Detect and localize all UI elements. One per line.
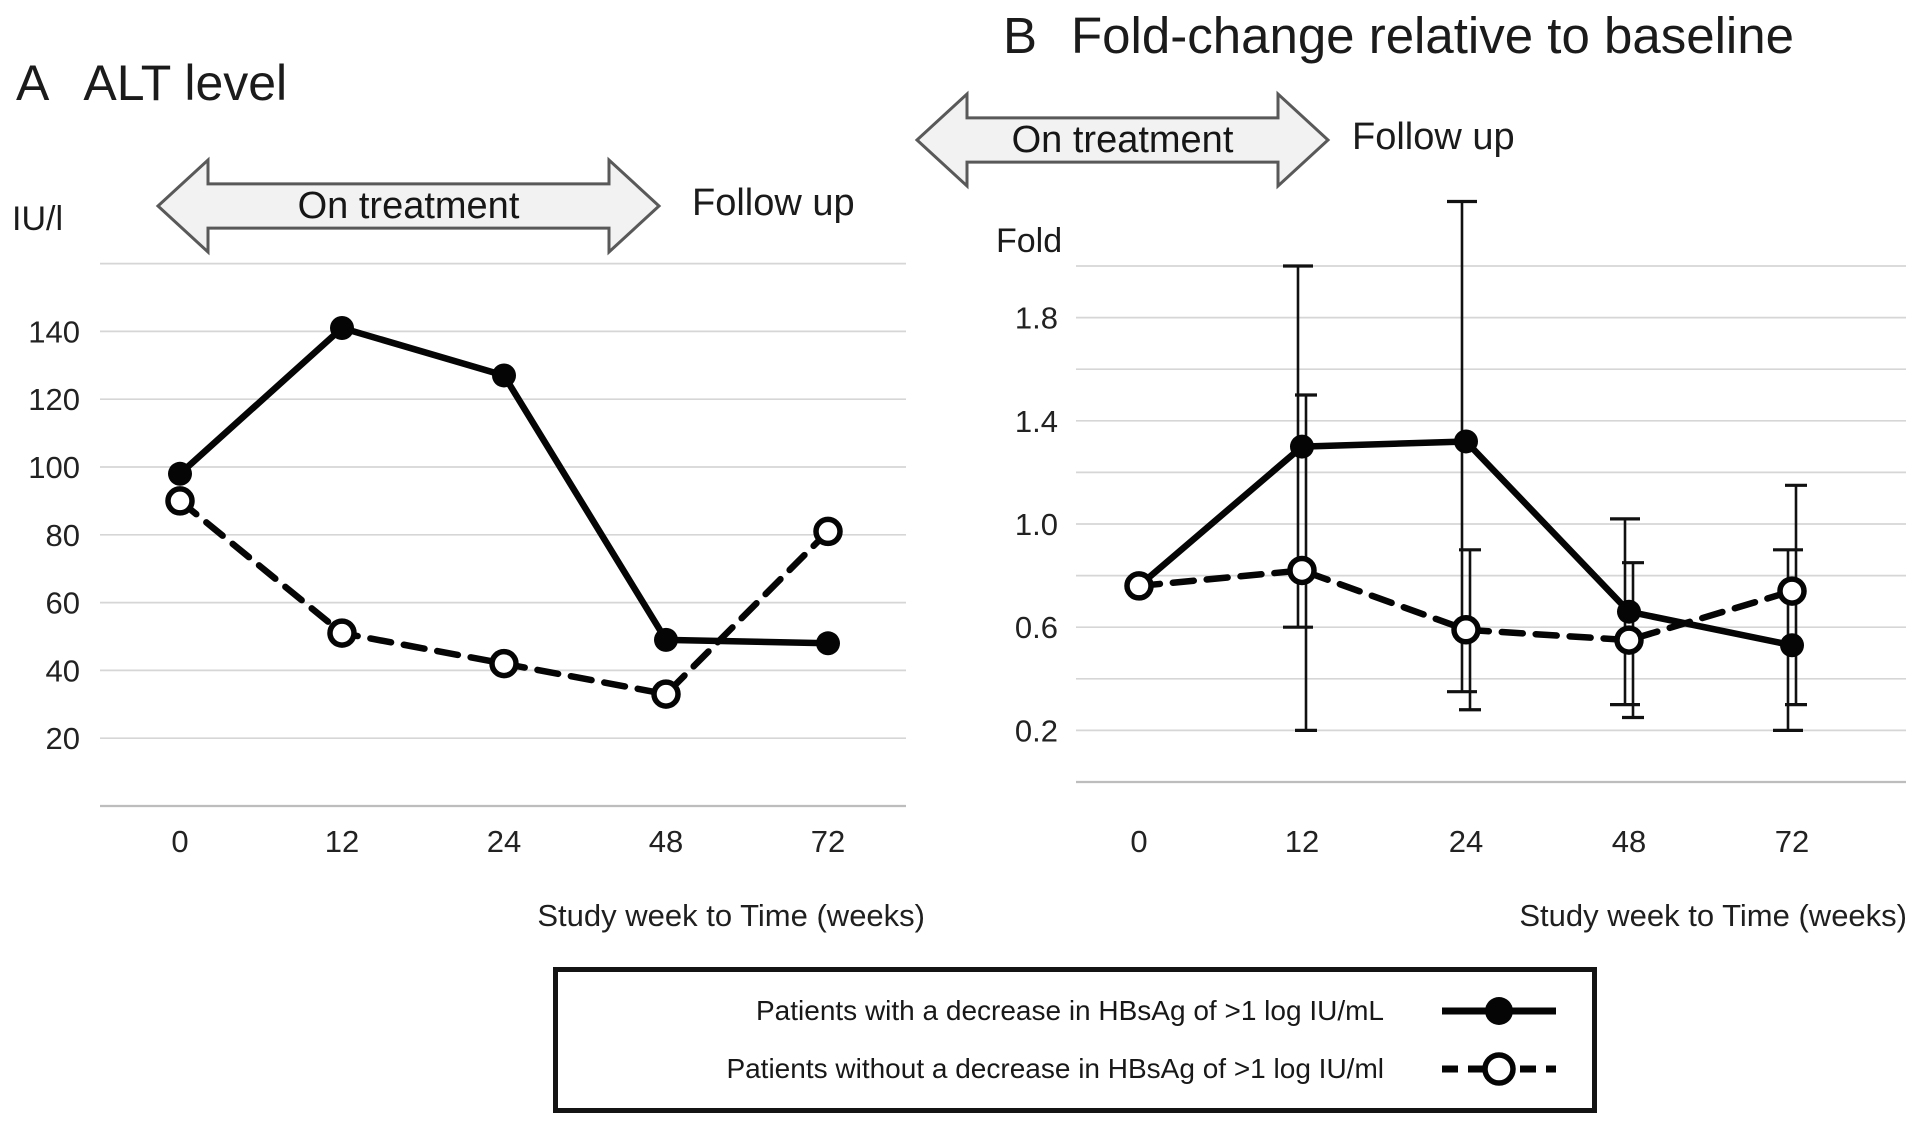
chart-panel-a: 20 40 60 80 100 120 140 0 12 24 48 72 xyxy=(28,262,906,859)
x-tick-label: 0 xyxy=(171,824,188,859)
legend-sample-filled-circle xyxy=(1485,997,1513,1026)
y-tick-label: 120 xyxy=(28,382,80,417)
legend: Patients with a decrease in HBsAg of >1 … xyxy=(553,967,1597,1113)
legend-sample-open-circle xyxy=(1482,1051,1516,1086)
data-point-open xyxy=(1614,625,1644,655)
on-treatment-arrow-b: On treatment xyxy=(914,90,1331,190)
y-tick-label: 40 xyxy=(46,653,80,688)
panel-b-title-text: Fold-change relative to baseline xyxy=(1071,7,1794,64)
follow-up-label-b: Follow up xyxy=(1352,116,1515,158)
x-axis-title-b: Study week to Time (weeks) xyxy=(1519,898,1907,933)
y-axis-unit-a: IU/l xyxy=(12,200,63,238)
data-point-filled xyxy=(1290,434,1314,459)
follow-up-label-a: Follow up xyxy=(692,182,855,224)
data-point-open xyxy=(489,648,519,679)
data-point-filled xyxy=(1454,429,1478,454)
y-tick-label: 80 xyxy=(46,518,80,553)
x-tick-label: 0 xyxy=(1130,824,1147,859)
y-tick-label: 0.6 xyxy=(1015,610,1058,645)
data-point-open xyxy=(1777,576,1807,606)
legend-row-without-decrease: Patients without a decrease in HBsAg of … xyxy=(578,1045,1558,1093)
y-tick-label: 1.0 xyxy=(1015,507,1058,542)
legend-label-without-decrease: Patients without a decrease in HBsAg of … xyxy=(726,1052,1384,1084)
x-tick-label: 12 xyxy=(325,824,359,859)
y-tick-label: 0.2 xyxy=(1015,713,1058,748)
x-tick-label: 72 xyxy=(1775,824,1809,859)
double-arrow-shape xyxy=(914,90,1331,190)
data-point-filled xyxy=(168,461,192,486)
legend-row-with-decrease: Patients with a decrease in HBsAg of >1 … xyxy=(578,987,1558,1035)
y-tick-label: 140 xyxy=(28,314,80,349)
data-point-open xyxy=(1451,615,1481,645)
data-point-filled xyxy=(654,627,678,652)
data-point-filled xyxy=(330,316,354,341)
y-tick-label: 20 xyxy=(46,721,80,756)
panel-b-title: B Fold-change relative to baseline xyxy=(1003,6,1794,65)
x-tick-label: 72 xyxy=(811,824,845,859)
data-point-filled xyxy=(1780,633,1804,658)
y-tick-label: 60 xyxy=(46,586,80,621)
x-axis-title-a: Study week to Time (weeks) xyxy=(537,898,925,933)
panel-a-title: A ALT level xyxy=(16,54,287,112)
data-point-open xyxy=(651,679,681,709)
data-point-open xyxy=(327,618,357,648)
data-point-filled xyxy=(492,363,516,388)
y-tick-label: 1.4 xyxy=(1015,404,1058,439)
x-tick-label: 24 xyxy=(1449,824,1483,859)
chart-panel-b: 0.2 0.6 1.0 1.4 1.8 0 12 24 48 72 xyxy=(1015,199,1906,859)
panel-a-title-text: ALT level xyxy=(83,55,288,111)
data-point-open xyxy=(813,516,843,547)
legend-label-with-decrease: Patients with a decrease in HBsAg of >1 … xyxy=(756,995,1384,1027)
legend-sample-dashed-open-icon xyxy=(1442,1051,1556,1086)
data-point-open xyxy=(1124,571,1154,601)
double-arrow-icon xyxy=(155,156,662,256)
x-tick-label: 48 xyxy=(649,824,683,859)
double-arrow-shape xyxy=(155,156,662,256)
x-tick-label: 48 xyxy=(1612,824,1646,859)
data-point-filled xyxy=(1617,599,1641,624)
y-tick-label: 100 xyxy=(28,450,80,485)
x-tick-label: 24 xyxy=(487,824,521,859)
on-treatment-label-b: On treatment xyxy=(1011,118,1234,161)
legend-sample-solid-filled-icon xyxy=(1442,997,1556,1026)
panel-a-letter: A xyxy=(16,55,50,111)
on-treatment-label-a: On treatment xyxy=(297,184,520,227)
data-point-open xyxy=(1287,555,1317,586)
y-axis-unit-b: Fold xyxy=(996,222,1063,260)
data-point-open xyxy=(165,486,195,516)
x-tick-label: 12 xyxy=(1285,824,1319,859)
panel-b-letter: B xyxy=(1003,7,1038,64)
data-point-filled xyxy=(816,631,840,656)
y-tick-label: 1.8 xyxy=(1015,301,1058,336)
double-arrow-icon xyxy=(914,90,1331,190)
on-treatment-arrow-a: On treatment xyxy=(155,156,662,256)
